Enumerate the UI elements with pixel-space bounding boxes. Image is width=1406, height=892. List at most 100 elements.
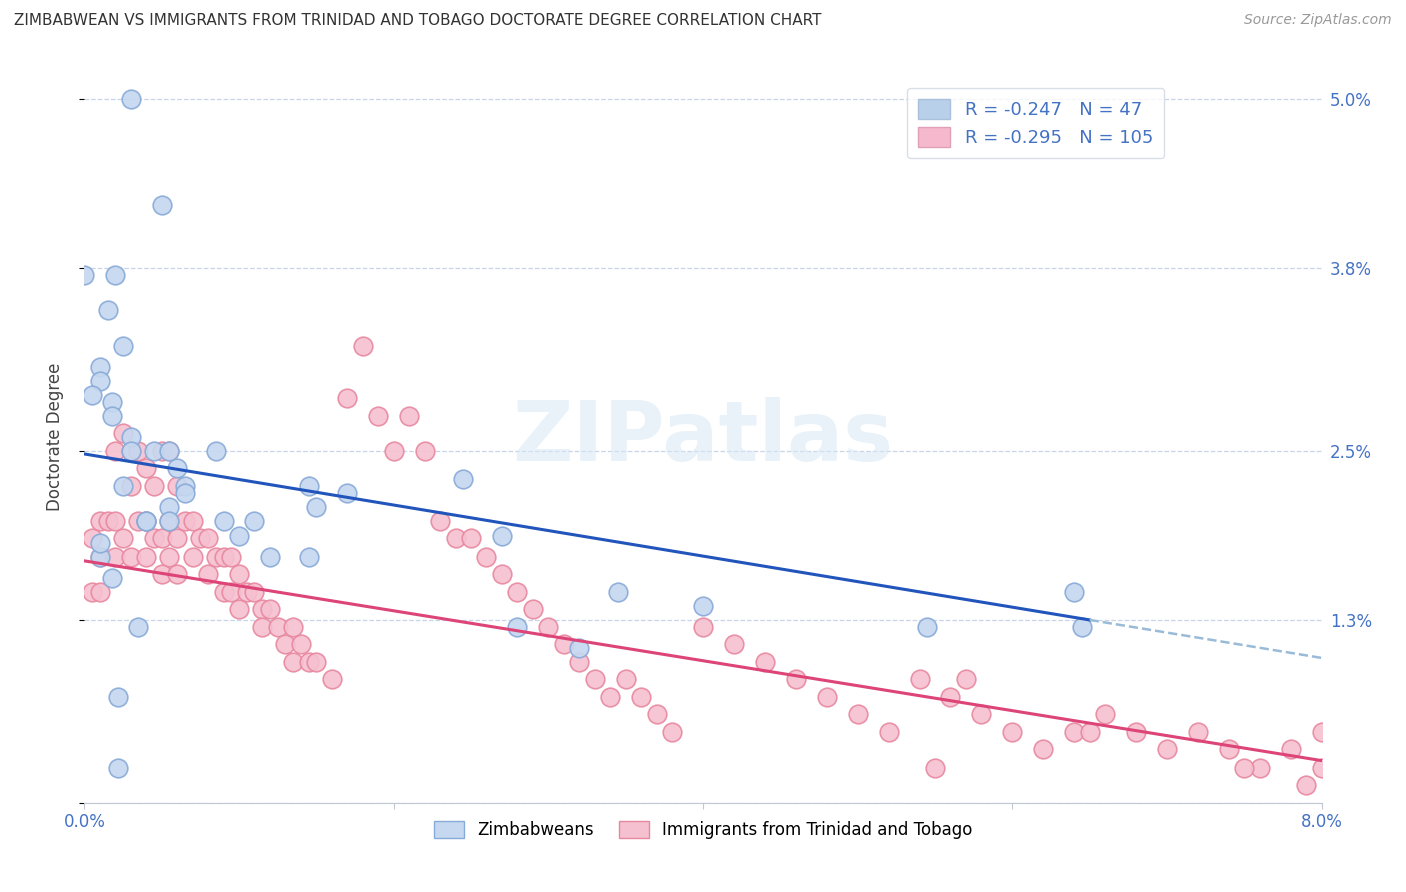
Point: [159, 515, 180, 529]
Point: [150, 198, 173, 212]
Point: [398, 409, 420, 423]
Point: [120, 444, 142, 458]
Point: [212, 515, 235, 529]
Point: [101, 395, 124, 409]
Point: [846, 707, 869, 722]
Point: [607, 584, 630, 599]
Point: [174, 515, 197, 529]
Point: [96, 515, 118, 529]
Point: [970, 707, 993, 722]
Point: [259, 601, 281, 615]
Point: [692, 599, 714, 613]
Point: [181, 549, 204, 564]
Point: [491, 528, 513, 542]
Point: [1310, 725, 1333, 739]
Point: [815, 690, 838, 705]
Point: [150, 566, 173, 581]
Point: [274, 637, 297, 651]
Point: [1310, 761, 1333, 775]
Point: [104, 549, 127, 564]
Point: [1078, 725, 1101, 739]
Point: [367, 409, 389, 423]
Point: [228, 528, 250, 542]
Point: [661, 725, 683, 739]
Point: [159, 515, 180, 529]
Point: [219, 584, 242, 599]
Point: [197, 532, 219, 546]
Point: [89, 549, 111, 564]
Point: [1071, 620, 1094, 634]
Text: Source: ZipAtlas.com: Source: ZipAtlas.com: [1244, 13, 1392, 28]
Point: [297, 479, 319, 493]
Point: [723, 637, 745, 651]
Point: [1063, 725, 1085, 739]
Point: [159, 500, 180, 515]
Point: [120, 549, 142, 564]
Point: [89, 374, 111, 388]
Point: [135, 515, 157, 529]
Point: [336, 486, 359, 500]
Point: [537, 620, 560, 634]
Point: [939, 690, 962, 705]
Point: [1187, 725, 1209, 739]
Point: [135, 549, 157, 564]
Point: [127, 515, 149, 529]
Point: [166, 479, 188, 493]
Point: [785, 672, 807, 686]
Point: [101, 571, 124, 585]
Point: [1001, 725, 1024, 739]
Point: [159, 444, 180, 458]
Point: [1295, 778, 1317, 792]
Point: [352, 338, 374, 352]
Point: [101, 409, 124, 423]
Point: [522, 601, 544, 615]
Point: [205, 444, 228, 458]
Point: [174, 486, 197, 500]
Point: [475, 549, 498, 564]
Point: [104, 515, 127, 529]
Point: [1125, 725, 1147, 739]
Point: [205, 549, 228, 564]
Point: [212, 549, 235, 564]
Point: [429, 515, 451, 529]
Point: [1218, 742, 1240, 756]
Text: ZIPatlas: ZIPatlas: [513, 397, 893, 477]
Point: [219, 549, 242, 564]
Point: [1094, 707, 1116, 722]
Point: [107, 761, 129, 775]
Point: [143, 532, 166, 546]
Point: [924, 761, 946, 775]
Point: [444, 532, 467, 546]
Point: [259, 549, 281, 564]
Point: [89, 535, 111, 549]
Point: [453, 472, 475, 486]
Point: [321, 672, 343, 686]
Point: [297, 655, 319, 669]
Point: [143, 479, 166, 493]
Point: [96, 303, 118, 318]
Point: [243, 515, 266, 529]
Point: [159, 549, 180, 564]
Point: [228, 566, 250, 581]
Point: [1032, 742, 1054, 756]
Point: [506, 584, 529, 599]
Point: [413, 444, 436, 458]
Point: [297, 549, 319, 564]
Point: [135, 515, 157, 529]
Point: [305, 655, 328, 669]
Point: [754, 655, 776, 669]
Point: [228, 601, 250, 615]
Point: [877, 725, 900, 739]
Point: [120, 93, 142, 107]
Point: [82, 388, 104, 402]
Point: [120, 479, 142, 493]
Point: [166, 461, 188, 475]
Point: [506, 620, 529, 634]
Point: [460, 532, 482, 546]
Point: [1156, 742, 1178, 756]
Point: [159, 444, 180, 458]
Point: [82, 532, 104, 546]
Text: ZIMBABWEAN VS IMMIGRANTS FROM TRINIDAD AND TOBAGO DOCTORATE DEGREE CORRELATION C: ZIMBABWEAN VS IMMIGRANTS FROM TRINIDAD A…: [14, 13, 821, 29]
Point: [73, 268, 96, 283]
Point: [614, 672, 637, 686]
